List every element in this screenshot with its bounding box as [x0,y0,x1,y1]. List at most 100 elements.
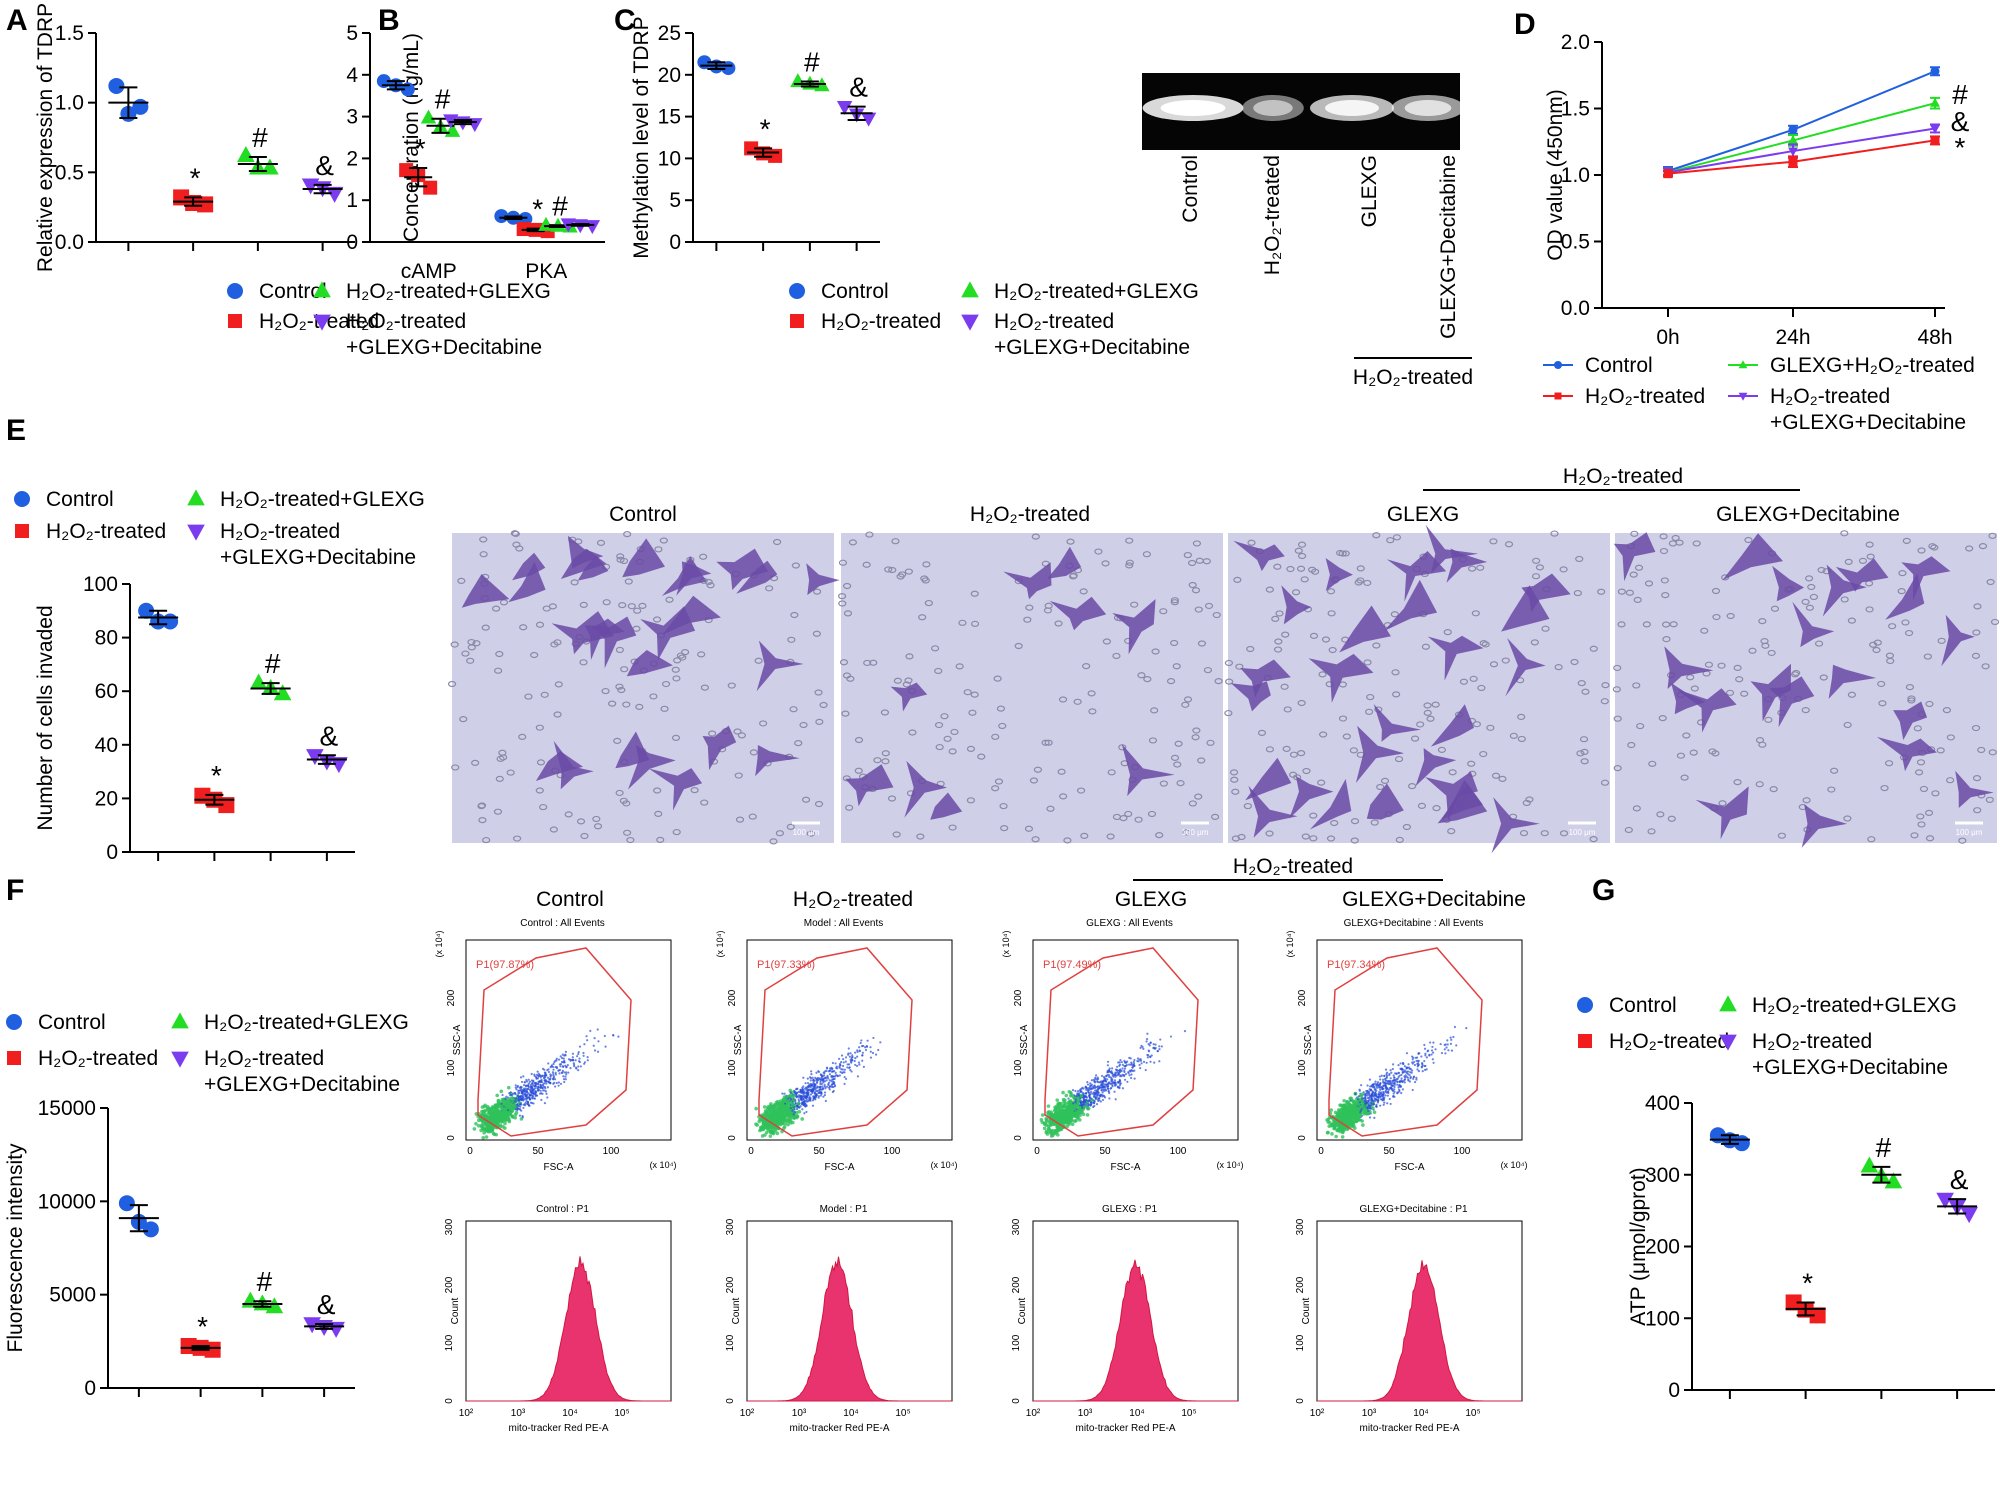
data-point [142,1221,159,1238]
event-dot [1391,1067,1394,1071]
event-dot [1403,1069,1407,1072]
event-dot [1444,1043,1447,1046]
event-dot [1392,1074,1395,1077]
membrane-pore [1617,621,1626,628]
event-dot [1089,1084,1092,1087]
membrane-pore [1577,680,1586,687]
event-dot [794,1102,797,1105]
legend-marker [1719,995,1737,1012]
event-dot [850,1061,853,1064]
event-dot [1146,1032,1149,1035]
event-dot [1110,1086,1113,1090]
event-dot [578,1045,582,1048]
event-dot [806,1077,809,1080]
membrane-pore [1479,640,1488,647]
event-dot [838,1062,842,1066]
event-dot [1082,1093,1085,1097]
event-dot [1040,1113,1045,1117]
membrane-pore [1531,573,1541,580]
event-dot [760,1134,765,1138]
membrane-pore [1124,810,1133,818]
membrane-pore [1981,663,1990,670]
membrane-pore [1302,767,1311,775]
membrane-pore [801,796,811,803]
event-dot [1144,1068,1147,1072]
event-dot [519,1097,523,1100]
event-dot [1082,1103,1085,1106]
event-dot [562,1057,565,1060]
event-dot [1372,1103,1376,1106]
membrane-pore [1094,548,1103,555]
membrane-pore [815,718,824,725]
membrane-pore [1644,580,1654,587]
event-dot [1146,1056,1149,1059]
y-tick-label: 0.0 [1561,297,1590,320]
membrane-pore [708,730,717,737]
invaded-cell [1792,601,1835,648]
membrane-pore [1416,721,1425,728]
event-dot [811,1087,814,1090]
membrane-pore [998,722,1007,730]
event-dot [535,1085,538,1088]
membrane-pore [1898,569,1907,577]
legend-label: H₂O₂-treated [1585,385,1705,408]
event-dot [489,1125,494,1130]
significance-mark: * [760,113,771,144]
membrane-pore [608,700,617,707]
membrane-pore [1274,638,1283,645]
y-tick-label: 0 [1668,1379,1680,1402]
scatter-xlabel: FSC-A [544,1162,574,1173]
membrane-pore [1869,641,1878,648]
membrane-pore [1632,682,1641,689]
event-dot [1121,1073,1124,1076]
x-tick-label: 0h [1656,326,1679,349]
event-dot [791,1098,796,1102]
event-dot [1378,1090,1381,1094]
histogram-tick-x: 10⁵ [614,1408,629,1419]
membrane-pore [1575,555,1584,563]
membrane-pore [1936,747,1945,754]
membrane-pore [1913,725,1922,732]
event-dot [557,1058,561,1061]
event-dot [785,1109,790,1113]
membrane-pore [1880,784,1889,792]
membrane-pore [1540,830,1549,837]
membrane-pore [481,624,490,631]
membrane-pore [1431,701,1440,708]
histogram-ylabel: Count [450,1297,461,1324]
membrane-pore [1063,837,1072,844]
membrane-pore [570,579,579,586]
event-dot [1382,1090,1385,1094]
invaded-cell [702,725,737,771]
event-dot [486,1111,491,1116]
membrane-pore [495,650,504,658]
membrane-pore [1391,669,1400,676]
membrane-pore [1733,779,1742,786]
event-dot [825,1066,829,1069]
flow-scatter-plot: Control : All EventsP1(97.87%)SSC-AFSC-A… [434,918,676,1173]
membrane-pore [461,650,470,657]
y-tick-label: 0 [84,1377,96,1400]
event-dot [1124,1064,1127,1068]
membrane-pore [1281,631,1290,638]
invaded-cell [1112,599,1156,655]
event-dot [592,1044,595,1047]
membrane-pore [881,758,890,765]
invaded-cell [904,760,947,818]
event-dot [1119,1069,1122,1072]
membrane-pore [540,691,549,698]
event-dot [854,1051,857,1054]
membrane-pore [958,619,967,626]
y-tick-label: 2 [346,147,358,170]
event-dot [1353,1126,1357,1130]
event-dot [848,1055,851,1058]
event-dot [1351,1110,1356,1115]
event-dot [1401,1070,1404,1074]
event-dot [815,1093,818,1097]
event-dot [1074,1103,1079,1108]
event-dot [1409,1071,1412,1074]
event-dot [801,1088,804,1091]
event-dot [828,1073,832,1076]
membrane-pore [535,621,545,628]
